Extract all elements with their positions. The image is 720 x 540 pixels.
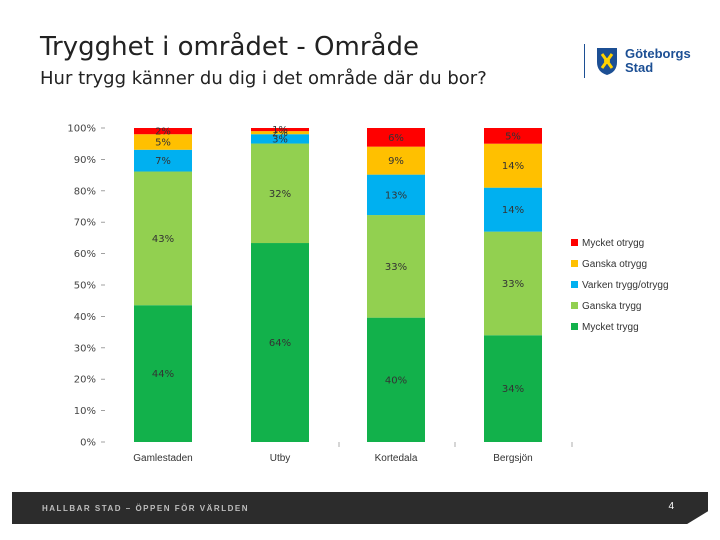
footer-bar: HALLBAR STAD – ÖPPEN FÖR VÄRLDEN 4	[12, 492, 708, 524]
bar-segment	[251, 131, 309, 135]
y-tick-label: 20%	[74, 375, 96, 386]
y-tick-label: 80%	[74, 186, 96, 197]
data-label: 2%	[272, 128, 288, 139]
logo-line1: Göteborgs	[625, 46, 691, 61]
y-tick-label: 40%	[74, 312, 96, 323]
data-label: 9%	[388, 156, 404, 167]
stacked-bar-chart: 0% 10% 20% 30% 40% 50% 60% 70% 80% 90% 100% 44% 43%…	[67, 124, 669, 465]
legend-label: Varken trygg/otrygg	[582, 280, 669, 291]
page-title: Trygghet i området - Område	[40, 32, 419, 62]
bar-segment	[367, 317, 425, 442]
legend-swatch	[571, 302, 578, 309]
data-label: 5%	[155, 137, 171, 148]
data-label: 13%	[385, 190, 407, 201]
legend: Mycket otrygg Ganska otrygg Varken trygg/o…	[571, 238, 669, 333]
x-category-label: Utby	[270, 453, 291, 464]
legend-label: Mycket otrygg	[582, 238, 644, 249]
y-axis: 0% 10% 20% 30% 40% 50% 60% 70% 80% 90% 100%	[67, 124, 573, 449]
data-label: 64%	[269, 338, 291, 349]
bar-segment	[251, 143, 309, 244]
bar-segment	[367, 146, 425, 175]
page-subtitle: Hur trygg känner du dig i det område där…	[40, 68, 487, 89]
y-tick-label: 0%	[80, 438, 96, 449]
data-label: 1%	[272, 125, 288, 136]
legend-swatch	[571, 281, 578, 288]
y-tick-label: 30%	[74, 343, 96, 354]
y-tick-label: 10%	[74, 406, 96, 417]
bar-segment	[251, 134, 309, 144]
bar-segment	[134, 305, 192, 442]
data-label: 14%	[502, 205, 524, 216]
logo-line2: Stad	[625, 60, 654, 75]
bar-segment	[134, 171, 192, 306]
data-label: 44%	[152, 369, 174, 380]
data-label: 6%	[388, 133, 404, 144]
legend-swatch	[571, 323, 578, 330]
data-label: 3%	[272, 134, 288, 145]
bar-segment	[367, 174, 425, 216]
x-category-label: Gamlestaden	[133, 453, 192, 464]
bar-segment	[484, 335, 542, 442]
data-label: 33%	[385, 262, 407, 273]
data-label: 5%	[505, 131, 521, 142]
bar-segment	[367, 215, 425, 318]
bar-segment	[484, 187, 542, 232]
data-label: 32%	[269, 189, 291, 200]
bar-segment	[251, 243, 309, 442]
bar-segment	[251, 128, 309, 132]
bar-segment	[367, 128, 425, 147]
bar-area: 44%43%7%5%2%Gamlestaden64%32%3%2%1%Utby4…	[133, 125, 542, 464]
data-label: 40%	[385, 375, 407, 386]
bar-segment	[134, 134, 192, 150]
footer-slogan: HALLBAR STAD – ÖPPEN FÖR VÄRLDEN	[42, 504, 249, 513]
bar-segment	[484, 128, 542, 144]
legend-swatch	[571, 239, 578, 246]
bar-segment	[484, 231, 542, 336]
x-category-label: Bergsjön	[493, 453, 532, 464]
y-tick-label: 90%	[74, 155, 96, 166]
data-label: 43%	[152, 234, 174, 245]
bar-segment	[134, 149, 192, 172]
data-label: 34%	[502, 384, 524, 395]
legend-label: Ganska otrygg	[582, 259, 647, 270]
logo-divider	[584, 44, 585, 78]
data-label: 7%	[155, 156, 171, 167]
data-label: 2%	[155, 127, 171, 138]
legend-swatch	[571, 260, 578, 267]
y-tick-label: 70%	[74, 218, 96, 229]
goteborg-logo: Göteborgs Stad	[584, 44, 691, 78]
y-tick-label: 100%	[67, 124, 96, 135]
x-category-label: Kortedala	[375, 453, 418, 464]
bar-segment	[134, 128, 192, 135]
y-tick-label: 50%	[74, 281, 96, 292]
city-crest-icon	[597, 48, 617, 75]
page-number: 4	[668, 501, 674, 512]
legend-label: Mycket trygg	[582, 322, 639, 333]
y-tick-label: 60%	[74, 249, 96, 260]
bar-segment	[484, 143, 542, 188]
legend-label: Ganska trygg	[582, 301, 641, 312]
data-label: 33%	[502, 279, 524, 290]
data-label: 14%	[502, 161, 524, 172]
